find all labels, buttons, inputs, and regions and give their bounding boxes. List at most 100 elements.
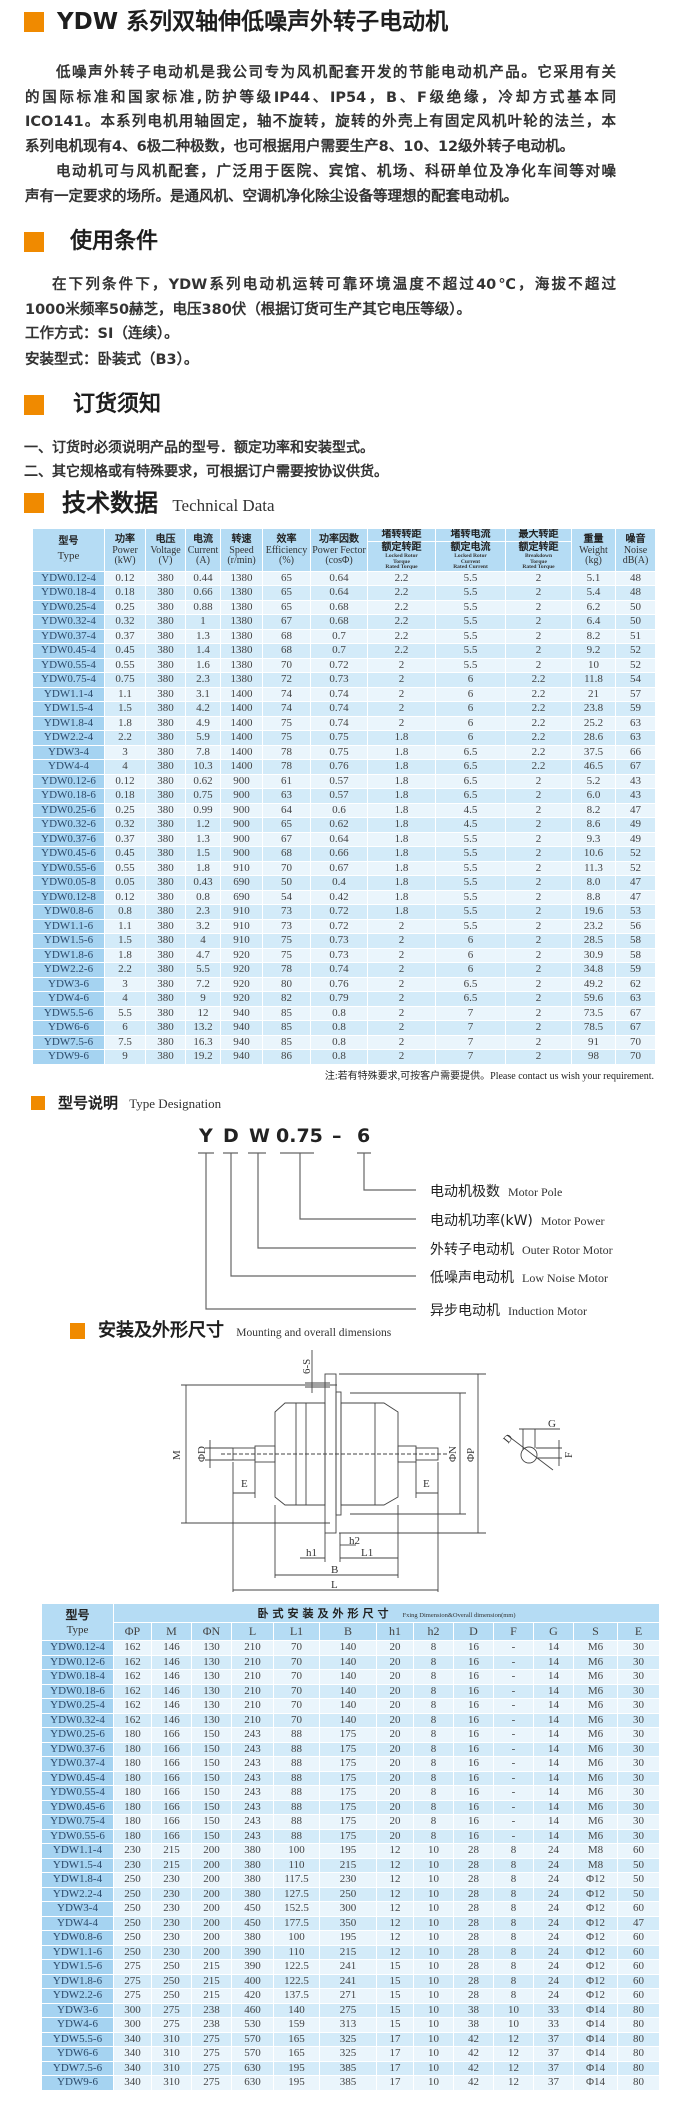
table-cell: 180	[113, 1814, 152, 1830]
table-cell: 60	[616, 1930, 661, 1946]
table-cell: 8	[493, 1915, 534, 1931]
table-cell: 2	[505, 904, 572, 920]
table-cell: 380	[145, 1020, 186, 1036]
table-cell: 13.2	[185, 1020, 221, 1036]
table-cell: 380	[145, 715, 186, 731]
table-cell: 70	[273, 1698, 320, 1714]
table-cell: 146	[151, 1698, 192, 1714]
table-cell: 9.3	[571, 831, 616, 847]
table-cell: 4.2	[185, 701, 221, 717]
table-row: YDW1.5-6 275 250 215 390 122.5 241 15 10 28 8 24 Φ12…	[41, 1959, 661, 1975]
table-cell: 72	[262, 672, 311, 688]
intro-line: 声有一定要求的场所。是通风机、空调机净化除尘设备等理想的配套电动机。	[25, 189, 518, 205]
table-cell: 48	[615, 585, 656, 601]
table-cell: 20	[376, 1785, 414, 1801]
table-cell: Φ14	[573, 2002, 618, 2018]
table-cell: 12	[185, 1005, 221, 1021]
table-cell: 1.8	[185, 860, 221, 876]
table-cell: 215	[151, 1857, 192, 1873]
table-cell: 19.6	[571, 904, 616, 920]
left-rotor-drum	[274, 1402, 326, 1506]
table-cell: M6	[573, 1814, 618, 1830]
table-cell: 380	[145, 889, 186, 905]
table-cell: 60	[616, 1988, 661, 2004]
table-cell: 43	[615, 773, 656, 789]
conditions-line: 1000米频率50赫芝，电压380伏（根据订货可生产其它电压等级）。	[25, 302, 472, 318]
table-cell: 78	[262, 759, 311, 775]
table-cell: 10	[413, 1944, 454, 1960]
table-cell: 50	[616, 1872, 661, 1888]
table-cell: 8	[493, 1973, 534, 1989]
table-cell: 122.5	[273, 1973, 320, 1989]
table-cell: 50	[262, 875, 311, 891]
table-cell: 175	[319, 1785, 377, 1801]
table-row: YDW1.5-4 1.5 380 4.2 1400 74 0.74 2 6 2.2 23.8 59	[32, 701, 656, 717]
table-cell: 2	[505, 628, 572, 644]
table-cell: 24	[533, 1915, 574, 1931]
table-row: YDW0.8-6 250 230 200 380 100 195 12 10 28 8 24 Φ12 60	[41, 1930, 661, 1946]
table-cell: 300	[113, 2002, 152, 2018]
table-cell: 30.9	[571, 947, 616, 963]
table-cell: 0.62	[185, 773, 221, 789]
table-cell: 275	[113, 1959, 152, 1975]
table-cell: 73.5	[571, 1005, 616, 1021]
table-cell: 5.5	[435, 599, 506, 615]
table-cell: 12	[493, 2075, 534, 2091]
table-cell: 900	[220, 802, 263, 818]
table-cell: 33	[533, 2017, 574, 2033]
table-cell: 630	[231, 2060, 274, 2076]
table-header-row: 型号 Type 功率 Power (kW) 电压 Voltage (V) 电流 Current (A…	[32, 528, 656, 572]
column-header: 堵转转距 额定转距 Locked Rotor Torque Rated Torque	[367, 528, 436, 572]
table-cell: 1.5	[185, 846, 221, 862]
table-header-row: 型号 Type 卧式安装及外形尺寸 Fxing Dimension&Overal…	[41, 1603, 661, 1641]
table-cell: Φ14	[573, 2031, 618, 2047]
cell-type: YDW1.8-4	[41, 1872, 114, 1888]
table-cell: 2	[505, 947, 572, 963]
table-cell: 180	[113, 1770, 152, 1786]
table-cell: 42	[453, 2046, 494, 2062]
table-cell: 16	[453, 1828, 494, 1844]
table-cell: 0.55	[104, 657, 146, 673]
table-cell: 0.74	[310, 962, 368, 978]
table-cell: 7.2	[185, 976, 221, 992]
table-cell: 275	[151, 2002, 192, 2018]
table-cell: 6	[435, 686, 506, 702]
mounting-heading: 安装及外形尺寸 Mounting and overall dimensions	[98, 1319, 391, 1345]
table-cell: 38	[453, 2002, 494, 2018]
table-cell: M6	[573, 1640, 618, 1656]
table-cell: 1.8	[367, 802, 436, 818]
cell-type: YDW5.5-6	[41, 2031, 114, 2047]
table-cell: 52	[615, 860, 656, 876]
table-cell: 910	[220, 860, 263, 876]
table-cell: 0.8	[104, 904, 146, 920]
table-cell: 6.5	[435, 976, 506, 992]
dim-label-h1: h1	[306, 1547, 317, 1559]
table-cell: 80	[262, 976, 311, 992]
table-cell: 380	[231, 1930, 274, 1946]
table-cell: 80	[616, 2046, 661, 2062]
table-cell: 2	[367, 1020, 436, 1036]
cell-type: YDW1.5-6	[32, 933, 105, 949]
table-cell: 7	[435, 1049, 506, 1065]
table-cell: -	[493, 1741, 534, 1757]
table-row: YDW3-4 250 230 200 450 152.5 300 12 10 28 8 24 Φ12 60	[41, 1901, 661, 1917]
table-cell: 5.5	[435, 889, 506, 905]
table-cell: 10	[413, 1886, 454, 1902]
table-cell: 200	[191, 1915, 232, 1931]
cell-type: YDW0.8-6	[32, 904, 105, 920]
table-cell: 37	[533, 2060, 574, 2076]
table-cell: 65	[262, 599, 311, 615]
mounting-dimension-drawing: 6-S M ΦD ΦN ΦP E E h2 h1 L1 B L G F D	[171, 1350, 575, 1592]
table-cell: 380	[145, 831, 186, 847]
table-cell: 24	[533, 1857, 574, 1873]
table-cell: 2.2	[367, 614, 436, 630]
cell-type: YDW1.1-4	[41, 1843, 114, 1859]
technical-data-table: 型号 Type 功率 Power (kW) 电压 Voltage (V) 电流 Current (A…	[32, 528, 656, 1065]
table-cell: 243	[231, 1741, 274, 1757]
table-cell: 122.5	[273, 1959, 320, 1975]
table-row: YDW0.37-4 180 166 150 243 88 175 20 8 16-14 M6 30	[41, 1756, 661, 1772]
table-cell: 100	[273, 1843, 320, 1859]
table-cell: 380	[145, 933, 186, 949]
table-row: YDW0.18-4 0.18 380 0.66 1380 65 0.64 2.2 5.5 2 5.4…	[32, 585, 656, 601]
table-cell: 14	[533, 1756, 574, 1772]
